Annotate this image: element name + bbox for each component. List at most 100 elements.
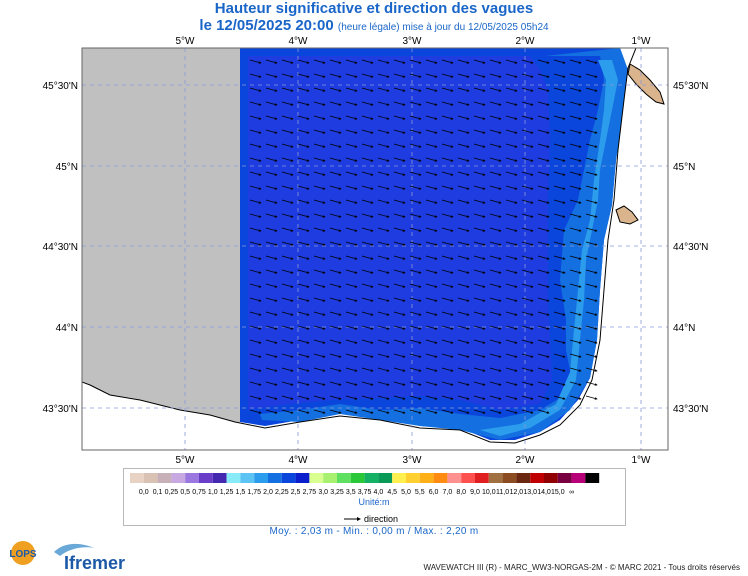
direction-arrow [537, 213, 550, 218]
direction-arrow [409, 381, 422, 386]
direction-arrow [441, 59, 454, 64]
legend-tick-label: 2,25 [275, 489, 289, 496]
direction-arrow [425, 339, 438, 344]
direction-arrow [505, 381, 518, 386]
direction-arrow [249, 255, 262, 260]
lat-label-left: 45°30'N [43, 81, 78, 92]
direction-arrow [585, 213, 598, 218]
direction-arrow [265, 87, 278, 92]
direction-arrow [329, 395, 342, 400]
direction-arrow [425, 199, 438, 204]
direction-arrow [569, 395, 582, 400]
direction-arrow [473, 143, 486, 148]
direction-arrow [537, 73, 550, 78]
direction-arrow [457, 395, 470, 400]
legend-swatch [199, 473, 213, 483]
direction-arrow [473, 325, 486, 330]
direction-arrow [457, 269, 470, 274]
direction-arrow [585, 227, 598, 232]
direction-arrow [537, 367, 550, 372]
wave-map: 5°W 4°W 3°W 2°W 1°W 5°W 4°W 3°W 2°W 1°W … [43, 36, 709, 466]
direction-arrow [345, 269, 358, 274]
direction-arrow [393, 129, 406, 134]
legend-swatch [461, 473, 475, 483]
direction-arrow [505, 325, 518, 330]
direction-arrow [409, 59, 422, 64]
direction-arrow [393, 339, 406, 344]
legend-tick-label: 9,0 [470, 489, 480, 496]
direction-arrow [265, 115, 278, 120]
direction-arrow [393, 171, 406, 176]
direction-arrow [265, 185, 278, 190]
legend-tick-label: 6,0 [429, 489, 439, 496]
footer-credits: WAVEWATCH III (R) - MARC_WW3-NORGAS-2M -… [423, 563, 740, 572]
direction-arrow [409, 185, 422, 190]
direction-arrow [585, 143, 598, 148]
legend-swatch [516, 473, 531, 483]
direction-arrow [425, 353, 438, 358]
direction-arrow [313, 395, 326, 400]
direction-arrow [377, 129, 390, 134]
direction-arrow [281, 395, 294, 400]
direction-arrow [441, 283, 454, 288]
legend-tick-label: 3,5 [346, 489, 356, 496]
direction-arrow [425, 185, 438, 190]
legend-swatch [309, 473, 324, 483]
direction-arrow [585, 185, 598, 190]
direction-arrow [361, 283, 374, 288]
direction-arrow [281, 325, 294, 330]
direction-arrow [345, 339, 358, 344]
direction-arrow [425, 115, 438, 120]
direction-arrow [281, 171, 294, 176]
legend-swatch [171, 473, 186, 483]
direction-arrow [585, 87, 598, 92]
direction-arrow [361, 213, 374, 218]
direction-arrow [377, 115, 390, 120]
direction-arrow [281, 367, 294, 372]
map-subtitle: le 12/05/2025 20:00 (heure légale) mise … [0, 17, 748, 34]
direction-arrow [393, 115, 406, 120]
direction-arrow [393, 381, 406, 386]
legend-swatch [240, 473, 255, 483]
direction-arrow [313, 59, 326, 64]
legend-tick-label: 0,25 [165, 489, 179, 496]
lon-label-top: 2°W [516, 36, 536, 47]
direction-arrow [345, 409, 358, 414]
legend-tick-label: 2,75 [303, 489, 317, 496]
direction-arrow [553, 213, 566, 218]
direction-arrow [361, 227, 374, 232]
direction-arrow [393, 241, 406, 246]
direction-arrow [473, 339, 486, 344]
direction-arrow [361, 325, 374, 330]
direction-arrow [489, 129, 502, 134]
direction-arrow [393, 297, 406, 302]
direction-arrow [313, 171, 326, 176]
direction-arrow [393, 213, 406, 218]
direction-arrow [553, 297, 566, 302]
direction-arrow [409, 297, 422, 302]
direction-arrow [329, 311, 342, 316]
direction-arrow [425, 157, 438, 162]
direction-arrow [281, 255, 294, 260]
direction-arrow [377, 157, 390, 162]
direction-arrow [553, 73, 566, 78]
direction-arrow [553, 269, 566, 274]
direction-arrow [361, 185, 374, 190]
direction-arrow [377, 283, 390, 288]
legend-tick-label: 2,5 [291, 489, 301, 496]
direction-arrow [425, 59, 438, 64]
legend-tick-label: 0,0 [139, 489, 149, 496]
direction-arrow [297, 269, 310, 274]
direction-arrow [537, 283, 550, 288]
direction-arrow [249, 353, 262, 358]
direction-arrow [537, 227, 550, 232]
direction-arrow [425, 241, 438, 246]
direction-arrow [265, 241, 278, 246]
direction-arrow [569, 241, 582, 246]
svg-text:LOPS: LOPS [9, 549, 37, 560]
direction-arrow [505, 143, 518, 148]
direction-arrow [457, 129, 470, 134]
direction-arrow [473, 311, 486, 316]
direction-arrow [329, 115, 342, 120]
lat-label-right: 45°N [673, 162, 695, 173]
